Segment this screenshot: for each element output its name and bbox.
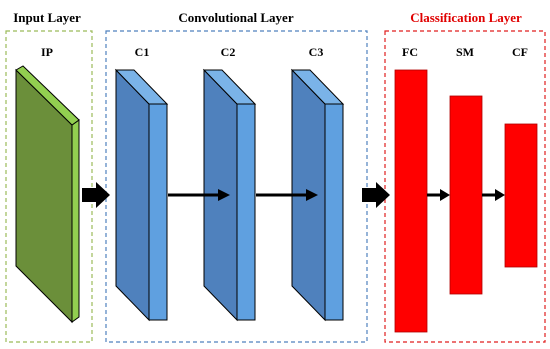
layer-label-sm: SM <box>456 45 474 59</box>
arrow-c1-to-c2 <box>168 189 230 201</box>
input-layer-box <box>5 30 93 343</box>
arrow-conv-to-classification <box>362 182 390 208</box>
input-layer-title: Input Layer <box>13 10 81 25</box>
layer-label-fc: FC <box>402 45 418 59</box>
arrow-sm-to-cf <box>482 189 505 201</box>
layer-label-cf: CF <box>512 45 528 59</box>
input-plate-ip <box>15 65 80 324</box>
conv-block-c3 <box>290 68 345 322</box>
layer-label-c2: C2 <box>221 45 236 59</box>
fc-bar <box>394 69 428 333</box>
arrow-c2-to-c3 <box>256 189 318 201</box>
classification-layer-title: Classification Layer <box>410 10 522 25</box>
layer-label-c3: C3 <box>309 45 324 59</box>
cf-bar <box>504 123 538 268</box>
arrow-input-to-conv <box>82 182 110 208</box>
convolutional-layer-box <box>105 30 368 343</box>
layer-label-ip: IP <box>41 45 53 59</box>
layer-label-c1: C1 <box>135 45 150 59</box>
sm-bar <box>449 95 483 295</box>
convolutional-layer-title: Convolutional Layer <box>178 10 293 25</box>
arrow-fc-to-sm <box>427 189 450 201</box>
conv-block-c1 <box>114 68 169 322</box>
classification-layer-box <box>384 30 546 343</box>
